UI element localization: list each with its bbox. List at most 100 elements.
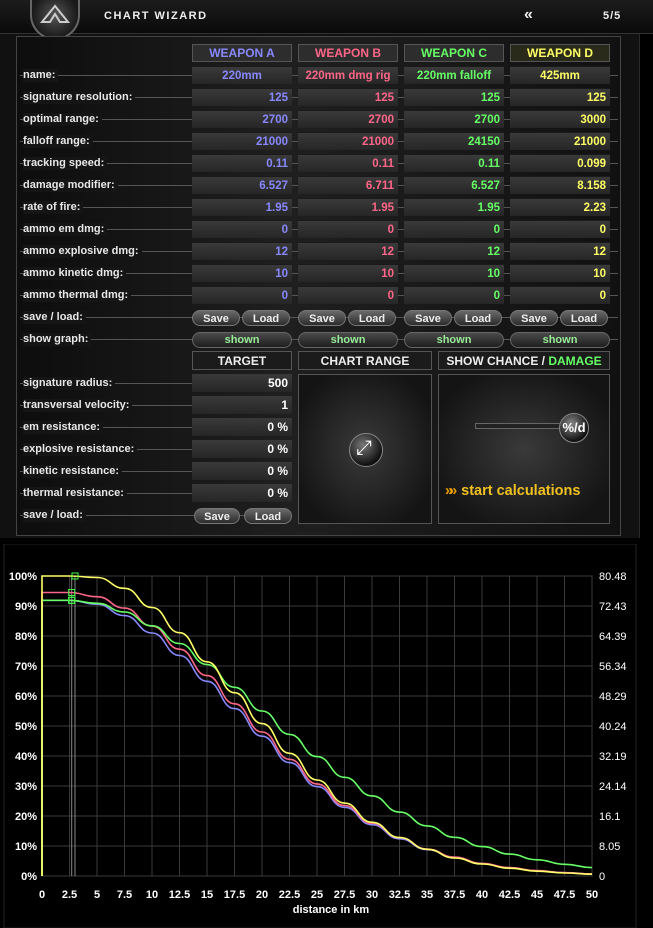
weapon-1-ammo-explosive-field[interactable]: 12	[192, 242, 292, 260]
x-tick-label: 0	[39, 889, 45, 901]
weapon-1-tracking-speed-field[interactable]: 0.11	[192, 154, 292, 172]
weapon-2-rate-of-fire-field[interactable]: 1.95	[298, 198, 398, 216]
weapon-2-name-field[interactable]: 220mm dmg rig	[298, 66, 398, 84]
weapon-4-ammo-kinetic-field[interactable]: 10	[510, 264, 610, 282]
weapon-1-ammo-kinetic-field[interactable]: 10	[192, 264, 292, 282]
weapon-3-damage-modifier-field[interactable]: 6.527	[404, 176, 504, 194]
weapon-3-tracking-speed-field[interactable]: 0.11	[404, 154, 504, 172]
weapon-3-load-button[interactable]: Load	[454, 310, 502, 326]
chart-range-knob[interactable]: ⤢	[349, 433, 383, 467]
target-label-thermal-resistance: thermal resistance:	[23, 487, 127, 500]
weapon-2-damage-modifier-field[interactable]: 6.711	[298, 176, 398, 194]
weapon-2-graph-toggle[interactable]: shown	[298, 332, 398, 348]
start-calculations-button[interactable]: »» start calculations	[445, 483, 580, 499]
weapon-1-load-button[interactable]: Load	[242, 310, 290, 326]
y-tick-label-right: 72.43	[599, 601, 627, 613]
y-tick-label-left: 70%	[15, 661, 37, 673]
x-tick-label: 12.5	[169, 889, 190, 901]
weapon-4-save-button[interactable]: Save	[510, 310, 558, 326]
weapon-2-ammo-kinetic-field[interactable]: 10	[298, 264, 398, 282]
weapon-3-graph-toggle[interactable]: shown	[404, 332, 504, 348]
x-tick-label: 47.5	[554, 889, 575, 901]
x-axis-title: distance in km	[293, 904, 370, 916]
weapon-2-ammo-em-field[interactable]: 0	[298, 220, 398, 238]
x-tick-label: 40	[476, 889, 488, 901]
target-thermal-resistance-field[interactable]: 0 %	[192, 484, 292, 502]
label-save-load: save / load:	[23, 311, 86, 324]
x-tick-label: 5	[94, 889, 100, 901]
weapon-3-rate-of-fire-field[interactable]: 1.95	[404, 198, 504, 216]
y-tick-label-left: 100%	[9, 571, 37, 583]
label-name: name:	[23, 69, 59, 82]
x-tick-label: 7.5	[117, 889, 132, 901]
weapon-3-ammo-explosive-field[interactable]: 12	[404, 242, 504, 260]
x-tick-label: 17.5	[224, 889, 245, 901]
weapon-4-graph-toggle[interactable]: shown	[510, 332, 610, 348]
weapon-4-ammo-em-field[interactable]: 0	[510, 220, 610, 238]
target-load-button[interactable]: Load	[244, 508, 292, 524]
weapon-header-3: WEAPON C	[404, 44, 504, 62]
weapon-4-tracking-speed-field[interactable]: 0.099	[510, 154, 610, 172]
target-em-resistance-field[interactable]: 0 %	[192, 418, 292, 436]
y-tick-label-right: 24.14	[599, 781, 627, 793]
weapon-4-optimal-range-field[interactable]: 3000	[510, 110, 610, 128]
row-divider	[20, 493, 292, 494]
weapon-1-save-button[interactable]: Save	[192, 310, 240, 326]
weapon-1-signature-resolution-field[interactable]: 125	[192, 88, 292, 106]
show-chance-label: SHOW CHANCE /	[446, 354, 549, 368]
weapon-2-ammo-thermal-field[interactable]: 0	[298, 286, 398, 304]
y-tick-label-right: 0	[599, 871, 605, 883]
weapon-3-ammo-kinetic-field[interactable]: 10	[404, 264, 504, 282]
weapon-1-optimal-range-field[interactable]: 2700	[192, 110, 292, 128]
weapon-3-signature-resolution-field[interactable]: 125	[404, 88, 504, 106]
x-tick-label: 2.5	[62, 889, 77, 901]
weapon-4-falloff-range-field[interactable]: 21000	[510, 132, 610, 150]
weapon-3-save-button[interactable]: Save	[404, 310, 452, 326]
weapon-4-rate-of-fire-field[interactable]: 2.23	[510, 198, 610, 216]
weapon-2-optimal-range-field[interactable]: 2700	[298, 110, 398, 128]
target-kinetic-resistance-field[interactable]: 0 %	[192, 462, 292, 480]
weapon-1-damage-modifier-field[interactable]: 6.527	[192, 176, 292, 194]
weapon-3-name-field[interactable]: 220mm falloff	[404, 66, 504, 84]
chance-damage-knob[interactable]: %/d	[559, 413, 589, 443]
weapon-2-load-button[interactable]: Load	[348, 310, 396, 326]
weapon-4-ammo-explosive-field[interactable]: 12	[510, 242, 610, 260]
series-point-2	[68, 589, 76, 596]
weapon-4-damage-modifier-field[interactable]: 8.158	[510, 176, 610, 194]
chart-range-header: CHART RANGE	[298, 351, 432, 370]
target-signature-radius-field[interactable]: 500	[192, 374, 292, 392]
weapon-1-graph-toggle[interactable]: shown	[192, 332, 292, 348]
weapon-2-ammo-explosive-field[interactable]: 12	[298, 242, 398, 260]
weapon-1-falloff-range-field[interactable]: 21000	[192, 132, 292, 150]
wizard-title: CHART WIZARD	[104, 10, 208, 22]
weapon-2-save-button[interactable]: Save	[298, 310, 346, 326]
weapon-1-ammo-em-field[interactable]: 0	[192, 220, 292, 238]
y-tick-label-right: 8.05	[599, 841, 620, 853]
x-tick-label: 27.5	[334, 889, 355, 901]
y-tick-label-left: 80%	[15, 631, 37, 643]
weapon-3-ammo-em-field[interactable]: 0	[404, 220, 504, 238]
back-icon[interactable]: «	[524, 6, 533, 23]
weapon-3-optimal-range-field[interactable]: 2700	[404, 110, 504, 128]
target-label-explosive-resistance: explosive resistance:	[23, 443, 138, 456]
target-transversal-velocity-field[interactable]: 1	[192, 396, 292, 414]
weapon-4-load-button[interactable]: Load	[560, 310, 608, 326]
target-save-button[interactable]: Save	[194, 508, 240, 524]
target-label-em-resistance: em resistance:	[23, 421, 104, 434]
weapon-2-falloff-range-field[interactable]: 21000	[298, 132, 398, 150]
weapon-1-rate-of-fire-field[interactable]: 1.95	[192, 198, 292, 216]
title-bar: CHART WIZARD « 5/5	[0, 0, 653, 40]
weapon-4-signature-resolution-field[interactable]: 125	[510, 88, 610, 106]
target-explosive-resistance-field[interactable]: 0 %	[192, 440, 292, 458]
page-indicator: 5/5	[603, 10, 622, 22]
weapon-4-ammo-thermal-field[interactable]: 0	[510, 286, 610, 304]
weapon-1-name-field[interactable]: 220mm	[192, 66, 292, 84]
weapon-3-ammo-thermal-field[interactable]: 0	[404, 286, 504, 304]
weapon-2-tracking-speed-field[interactable]: 0.11	[298, 154, 398, 172]
weapon-4-name-field[interactable]: 425mm	[510, 66, 610, 84]
weapon-1-ammo-thermal-field[interactable]: 0	[192, 286, 292, 304]
x-tick-label: 25	[311, 889, 323, 901]
weapon-2-signature-resolution-field[interactable]: 125	[298, 88, 398, 106]
row-divider	[20, 427, 292, 428]
weapon-3-falloff-range-field[interactable]: 24150	[404, 132, 504, 150]
